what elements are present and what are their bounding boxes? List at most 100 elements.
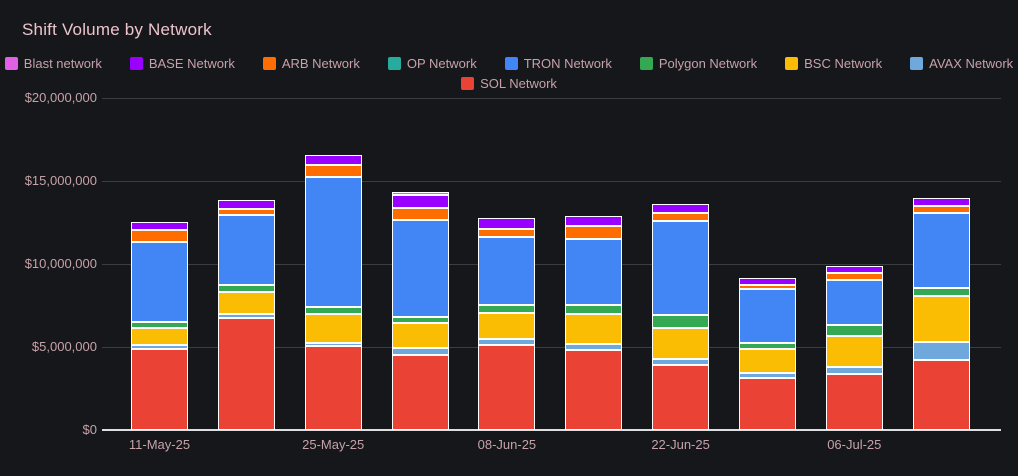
bar-segment-bsc-network[interactable] bbox=[652, 327, 710, 359]
bar-segment-sol-network[interactable] bbox=[825, 373, 883, 430]
legend-item-blast-network[interactable]: Blast network bbox=[4, 55, 102, 71]
bar-segment-base-network[interactable] bbox=[565, 215, 623, 227]
bar-segment-tron-network[interactable] bbox=[652, 220, 710, 316]
gridline bbox=[102, 180, 1001, 182]
bar-segment-avax-network[interactable] bbox=[391, 348, 449, 355]
bar-segment-polygon-network[interactable] bbox=[131, 322, 188, 329]
bar-segment-polygon-network[interactable] bbox=[478, 305, 536, 314]
bar-segment-arb-network[interactable] bbox=[912, 205, 970, 213]
bar-segment-sol-network[interactable] bbox=[738, 378, 796, 430]
gridline bbox=[102, 263, 1001, 265]
bar-segment-sol-network[interactable] bbox=[391, 354, 449, 430]
legend-item-sol-network[interactable]: SOL Network bbox=[461, 76, 557, 91]
bar-segment-arb-network[interactable] bbox=[217, 208, 275, 216]
x-axis-tick-label: 22-Jun-25 bbox=[651, 437, 710, 452]
bar-segment-avax-network[interactable] bbox=[738, 373, 796, 379]
bar-segment-arb-network[interactable] bbox=[565, 226, 623, 239]
x-axis-tick-label: 06-Jul-25 bbox=[827, 437, 882, 452]
bar-segment-bsc-network[interactable] bbox=[217, 292, 275, 315]
bar-segment-arb-network[interactable] bbox=[652, 213, 710, 221]
bar-segment-tron-network[interactable] bbox=[565, 238, 623, 305]
legend-item-tron-network[interactable]: TRON Network bbox=[504, 55, 612, 71]
bar-segment-bsc-network[interactable] bbox=[131, 328, 188, 345]
bar-segment-base-network[interactable] bbox=[391, 195, 449, 208]
bar-segment-sol-network[interactable] bbox=[478, 344, 536, 430]
bar-segment-tron-network[interactable] bbox=[478, 236, 536, 305]
bar-segment-polygon-network[interactable] bbox=[912, 288, 970, 297]
legend-row-1: Blast network BASE Network ARB Network OP N… bbox=[0, 53, 1018, 73]
legend-swatch-avax-network bbox=[910, 56, 924, 70]
bar-segment-arb-network[interactable] bbox=[304, 165, 362, 178]
bar-segment-sol-network[interactable] bbox=[304, 345, 362, 430]
bar-segment-base-network[interactable] bbox=[131, 221, 188, 230]
y-axis-tick-label: $20,000,000 bbox=[24, 90, 97, 105]
bar-segment-base-network[interactable] bbox=[478, 217, 536, 229]
bar-segment-base-network[interactable] bbox=[912, 197, 970, 206]
bar-segment-base-network[interactable] bbox=[652, 204, 710, 214]
bar-segment-polygon-network[interactable] bbox=[391, 316, 449, 323]
bar-segment-polygon-network[interactable] bbox=[217, 284, 275, 293]
legend-item-polygon-network[interactable]: Polygon Network bbox=[639, 56, 757, 71]
bar-segment-arb-network[interactable] bbox=[738, 285, 796, 289]
bar-segment-polygon-network[interactable] bbox=[825, 324, 883, 336]
bar-segment-blast-network[interactable] bbox=[391, 192, 449, 196]
legend-item-op-network[interactable]: OP Network bbox=[387, 55, 477, 71]
legend-item-arb-network[interactable]: ARB Network bbox=[262, 56, 360, 71]
legend-item-avax-network[interactable]: AVAX Network bbox=[910, 56, 1013, 71]
bar-segment-sol-network[interactable] bbox=[912, 360, 970, 430]
bar-segment-tron-network[interactable] bbox=[738, 288, 796, 344]
bar-segment-tron-network[interactable] bbox=[391, 219, 449, 317]
bar-segment-avax-network[interactable] bbox=[912, 341, 970, 361]
bar-segment-avax-network[interactable] bbox=[217, 314, 275, 319]
bar-segment-base-network[interactable] bbox=[738, 277, 796, 286]
legend-item-bsc-network[interactable]: BSC Network bbox=[785, 56, 882, 71]
bar-segment-tron-network[interactable] bbox=[217, 215, 275, 285]
legend-label: TRON Network bbox=[523, 55, 612, 71]
legend-label: OP Network bbox=[406, 55, 477, 71]
bar-segment-polygon-network[interactable] bbox=[565, 304, 623, 315]
bar-segment-sol-network[interactable] bbox=[565, 350, 623, 430]
legend-swatch-polygon-network bbox=[639, 56, 653, 70]
bar-segment-avax-network[interactable] bbox=[478, 339, 536, 345]
bar-segment-sol-network[interactable] bbox=[131, 349, 188, 430]
bar-segment-arb-network[interactable] bbox=[825, 273, 883, 281]
bar-segment-arb-network[interactable] bbox=[391, 207, 449, 220]
bar-segment-arb-network[interactable] bbox=[131, 229, 188, 243]
bar-segment-avax-network[interactable] bbox=[304, 343, 362, 346]
bar-segment-base-network[interactable] bbox=[217, 199, 275, 209]
bar-segment-arb-network[interactable] bbox=[478, 228, 536, 237]
bar-segment-bsc-network[interactable] bbox=[304, 314, 362, 344]
bar-segment-tron-network[interactable] bbox=[131, 242, 188, 323]
legend-swatch-bsc-network bbox=[785, 56, 799, 70]
bar-segment-polygon-network[interactable] bbox=[738, 343, 796, 349]
bar-segment-tron-network[interactable] bbox=[912, 212, 970, 289]
bar-segment-polygon-network[interactable] bbox=[304, 306, 362, 315]
bar-segment-sol-network[interactable] bbox=[217, 318, 275, 430]
bar-segment-bsc-network[interactable] bbox=[391, 322, 449, 349]
bar-segment-bsc-network[interactable] bbox=[478, 313, 536, 340]
y-axis-tick-label: $10,000,000 bbox=[24, 256, 97, 271]
legend-label: Blast network bbox=[23, 55, 102, 71]
bar-segment-bsc-network[interactable] bbox=[825, 335, 883, 368]
bar-segment-sol-network[interactable] bbox=[652, 364, 710, 430]
bar-segment-avax-network[interactable] bbox=[565, 344, 623, 351]
bar-segment-avax-network[interactable] bbox=[131, 344, 188, 350]
bar-segment-base-network[interactable] bbox=[825, 265, 883, 274]
x-axis-tick-label: 08-Jun-25 bbox=[477, 437, 537, 452]
x-axis-tick-label: 11-May-25 bbox=[128, 437, 191, 452]
legend-swatch-sol-network bbox=[461, 76, 475, 90]
bar-segment-bsc-network[interactable] bbox=[565, 314, 623, 345]
bar-segment-tron-network[interactable] bbox=[304, 177, 362, 307]
bar-segment-base-network[interactable] bbox=[304, 155, 362, 166]
chart-title: Shift Volume by Network bbox=[22, 20, 212, 39]
bar-segment-polygon-network[interactable] bbox=[652, 315, 710, 328]
legend-item-base-network[interactable]: BASE Network bbox=[129, 56, 235, 71]
gridline bbox=[102, 97, 1001, 99]
bar-segment-bsc-network[interactable] bbox=[912, 296, 970, 342]
bar-segment-tron-network[interactable] bbox=[825, 280, 883, 325]
bar-segment-avax-network[interactable] bbox=[825, 367, 883, 374]
bar-segment-bsc-network[interactable] bbox=[738, 348, 796, 374]
bar-segment-avax-network[interactable] bbox=[652, 358, 710, 365]
legend-swatch-tron-network bbox=[504, 56, 518, 70]
